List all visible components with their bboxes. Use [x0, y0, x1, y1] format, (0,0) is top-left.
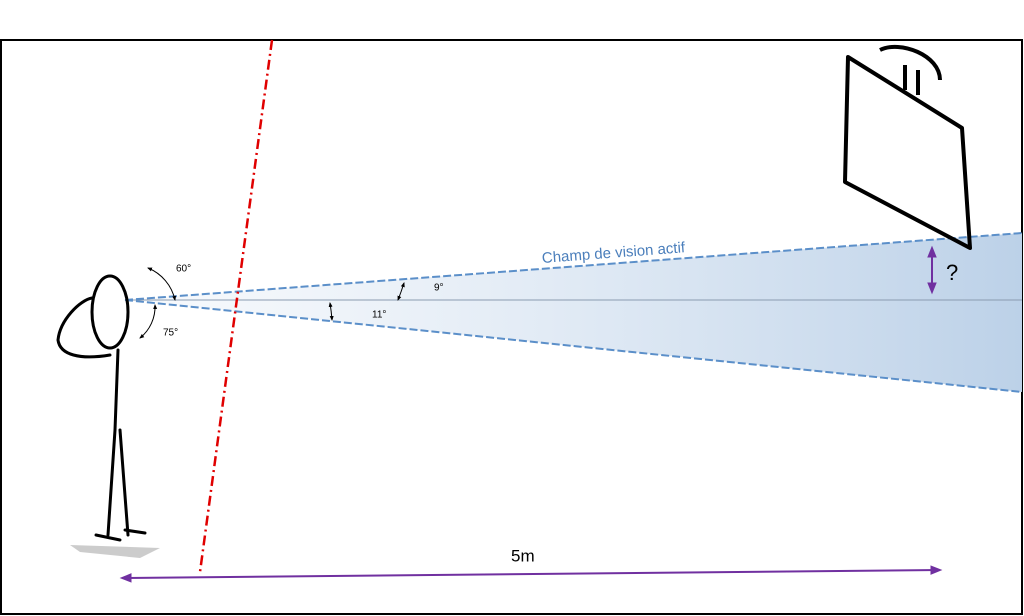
- lower-limit: [124, 299, 1023, 393]
- arc-11: [328, 302, 334, 321]
- distance-label: 5m: [511, 546, 535, 565]
- unknown-label: ?: [946, 260, 958, 285]
- picture: [843, 44, 972, 250]
- vertical-limit: [198, 39, 274, 573]
- upper-limit: [124, 232, 1023, 301]
- angle-label: 75°: [163, 328, 178, 339]
- arc-75: [139, 304, 158, 339]
- angle-label: 11°: [372, 310, 386, 321]
- shadow: [70, 545, 160, 558]
- arc-9: [397, 282, 405, 301]
- distance-arrow: [119, 565, 943, 583]
- stick-figure: [56, 274, 147, 542]
- arc-60: [147, 267, 177, 301]
- angle-label: 60°: [176, 264, 191, 275]
- vision-cone: [125, 233, 1022, 392]
- angle-label: 9°: [434, 283, 444, 294]
